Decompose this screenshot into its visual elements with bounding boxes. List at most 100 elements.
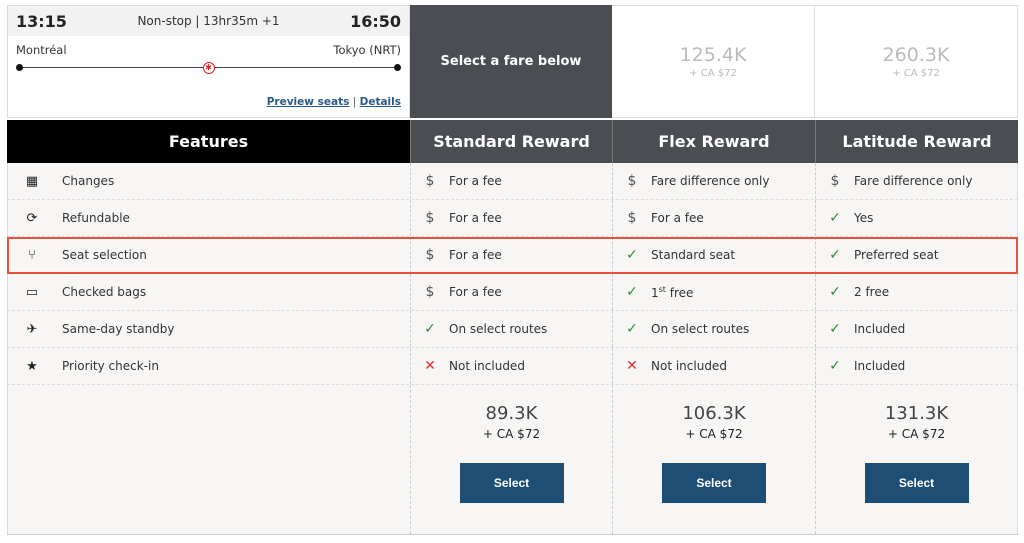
fare-standard: 89.3K + CA $72 Select (410, 385, 612, 534)
value-suffix: free (665, 285, 694, 300)
feature-label: Checked bags (62, 285, 147, 299)
feature-value-cell: ✓ 2 free (815, 274, 1018, 310)
value-text: For a fee (449, 211, 502, 225)
bottom-spacer (7, 385, 410, 534)
value-text: Not included (449, 359, 525, 373)
feature-label-cell: ▭ Checked bags (7, 274, 410, 310)
check-icon: ✓ (829, 321, 841, 337)
value-text: For a fee (449, 174, 502, 188)
dollar-icon: $ (627, 173, 637, 189)
feature-label-cell: ⑂ Seat selection (7, 237, 410, 273)
fare-points: 106.3K (682, 403, 746, 424)
feature-label-cell: ▦ Changes (7, 163, 410, 199)
feature-value-cell: ✕ Not included (612, 348, 815, 384)
feature-value: 2 free (854, 285, 889, 299)
feature-value-cell: ✓ Standard seat (612, 237, 815, 273)
feature-row: ⑂ Seat selection $ For a fee ✓ Standard seat ✓… (7, 237, 1018, 274)
feature-value: For a fee (449, 285, 502, 299)
feature-value: Included (854, 359, 905, 373)
fare-flex: 106.3K + CA $72 Select (612, 385, 815, 534)
select-latitude-button[interactable]: Select (864, 463, 969, 503)
fare-latitude: 131.3K + CA $72 Select (815, 385, 1018, 534)
feature-value-cell: ✓ On select routes (410, 311, 612, 347)
feature-value: For a fee (651, 211, 704, 225)
value-text: Preferred seat (854, 248, 939, 262)
feature-value-cell: ✓ On select routes (612, 311, 815, 347)
feature-value: Fare difference only (651, 174, 769, 188)
feature-label-cell: ★ Priority check-in (7, 348, 410, 384)
value-text: On select routes (449, 322, 548, 336)
destination-city: Tokyo (NRT) (333, 43, 401, 57)
dollar-icon: $ (425, 284, 435, 300)
dollar-icon: $ (830, 173, 840, 189)
fare-points: 125.4K (679, 44, 747, 66)
select-standard-button[interactable]: Select (459, 463, 564, 503)
preview-seats-link[interactable]: Preview seats (266, 96, 350, 108)
value-text: Included (854, 359, 906, 373)
value-text: Included (854, 322, 906, 336)
feature-row: ★ Priority check-in ✕ Not included ✕ Not incl… (7, 348, 1018, 385)
origin-city: Montréal (16, 43, 67, 57)
calendar-icon: ▦ (25, 173, 39, 189)
feature-value-cell: $ For a fee (410, 200, 612, 236)
feature-label: Priority check-in (62, 359, 159, 373)
value-text: Fare difference only (651, 174, 770, 188)
value-text: Yes (854, 211, 874, 225)
feature-value-cell: $ For a fee (410, 274, 612, 310)
flight-summary: 13:15 Non-stop | 13hr35m +1 16:50 Montré… (7, 5, 410, 118)
column-header-flex: Flex Reward (612, 120, 815, 163)
depart-time: 13:15 (16, 11, 67, 31)
fare-points: 260.3K (882, 44, 950, 66)
check-icon: ✓ (626, 247, 638, 263)
column-header-standard: Standard Reward (410, 120, 612, 163)
feature-value-cell: ✓ 1st free (612, 274, 815, 310)
feature-row: ▦ Changes $ For a fee $ Fare difference only $… (7, 163, 1018, 200)
feature-value-cell: $ For a fee (612, 200, 815, 236)
feature-value-cell: $ Fare difference only (815, 163, 1018, 199)
fare-option-latitude-top[interactable]: 260.3K + CA $72 (815, 5, 1018, 118)
feature-value: On select routes (449, 322, 547, 336)
check-icon: ✓ (626, 284, 638, 300)
fare-cash: + CA $72 (482, 427, 541, 441)
feature-value: 1st free (651, 285, 693, 300)
check-icon: ✓ (829, 247, 841, 263)
check-icon: ✓ (626, 321, 638, 337)
flight-duration: Non-stop | 13hr35m +1 (137, 14, 280, 28)
feature-value: For a fee (449, 174, 502, 188)
value-text: On select routes (651, 322, 750, 336)
standby-icon: ✈ (26, 321, 38, 337)
value-text: 2 free (854, 285, 890, 299)
arrive-time: 16:50 (350, 11, 401, 31)
fare-cash: + CA $72 (887, 427, 946, 441)
feature-label: Refundable (62, 211, 130, 225)
select-flex-button[interactable]: Select (662, 463, 766, 503)
feature-label: Seat selection (62, 248, 147, 262)
feature-value-cell: ✓ Included (815, 348, 1018, 384)
column-header-latitude: Latitude Reward (815, 120, 1018, 163)
feature-value: For a fee (449, 211, 502, 225)
feature-value-cell: $ For a fee (410, 163, 612, 199)
details-link[interactable]: Details (359, 96, 401, 108)
value-text: 1 (651, 285, 659, 300)
fare-points: 131.3K (884, 403, 949, 424)
fare-option-flex-top[interactable]: 125.4K + CA $72 (612, 5, 815, 118)
feature-value: Fare difference only (854, 174, 972, 188)
feature-row: ⟳ Refundable $ For a fee $ For a fee ✓ Yes (7, 200, 1018, 237)
cross-icon: ✕ (424, 358, 436, 374)
fare-cash: + CA $72 (892, 68, 940, 79)
feature-value-cell: $ For a fee (410, 237, 612, 273)
refund-icon: ⟳ (26, 210, 38, 226)
feature-value: On select routes (651, 322, 749, 336)
check-icon: ✓ (424, 321, 436, 337)
value-text: For a fee (449, 285, 502, 299)
feature-row: ✈ Same-day standby ✓ On select routes ✓ On se… (7, 311, 1018, 348)
check-icon: ✓ (829, 210, 841, 226)
value-text: For a fee (449, 248, 502, 262)
feature-value-cell: ✓ Preferred seat (815, 237, 1018, 273)
feature-value: Preferred seat (854, 248, 939, 262)
cross-icon: ✕ (626, 358, 638, 374)
feature-label-cell: ⟳ Refundable (7, 200, 410, 236)
select-fare-prompt: Select a fare below (410, 5, 612, 118)
value-superscript: st (658, 284, 666, 294)
dollar-icon: $ (425, 247, 435, 263)
